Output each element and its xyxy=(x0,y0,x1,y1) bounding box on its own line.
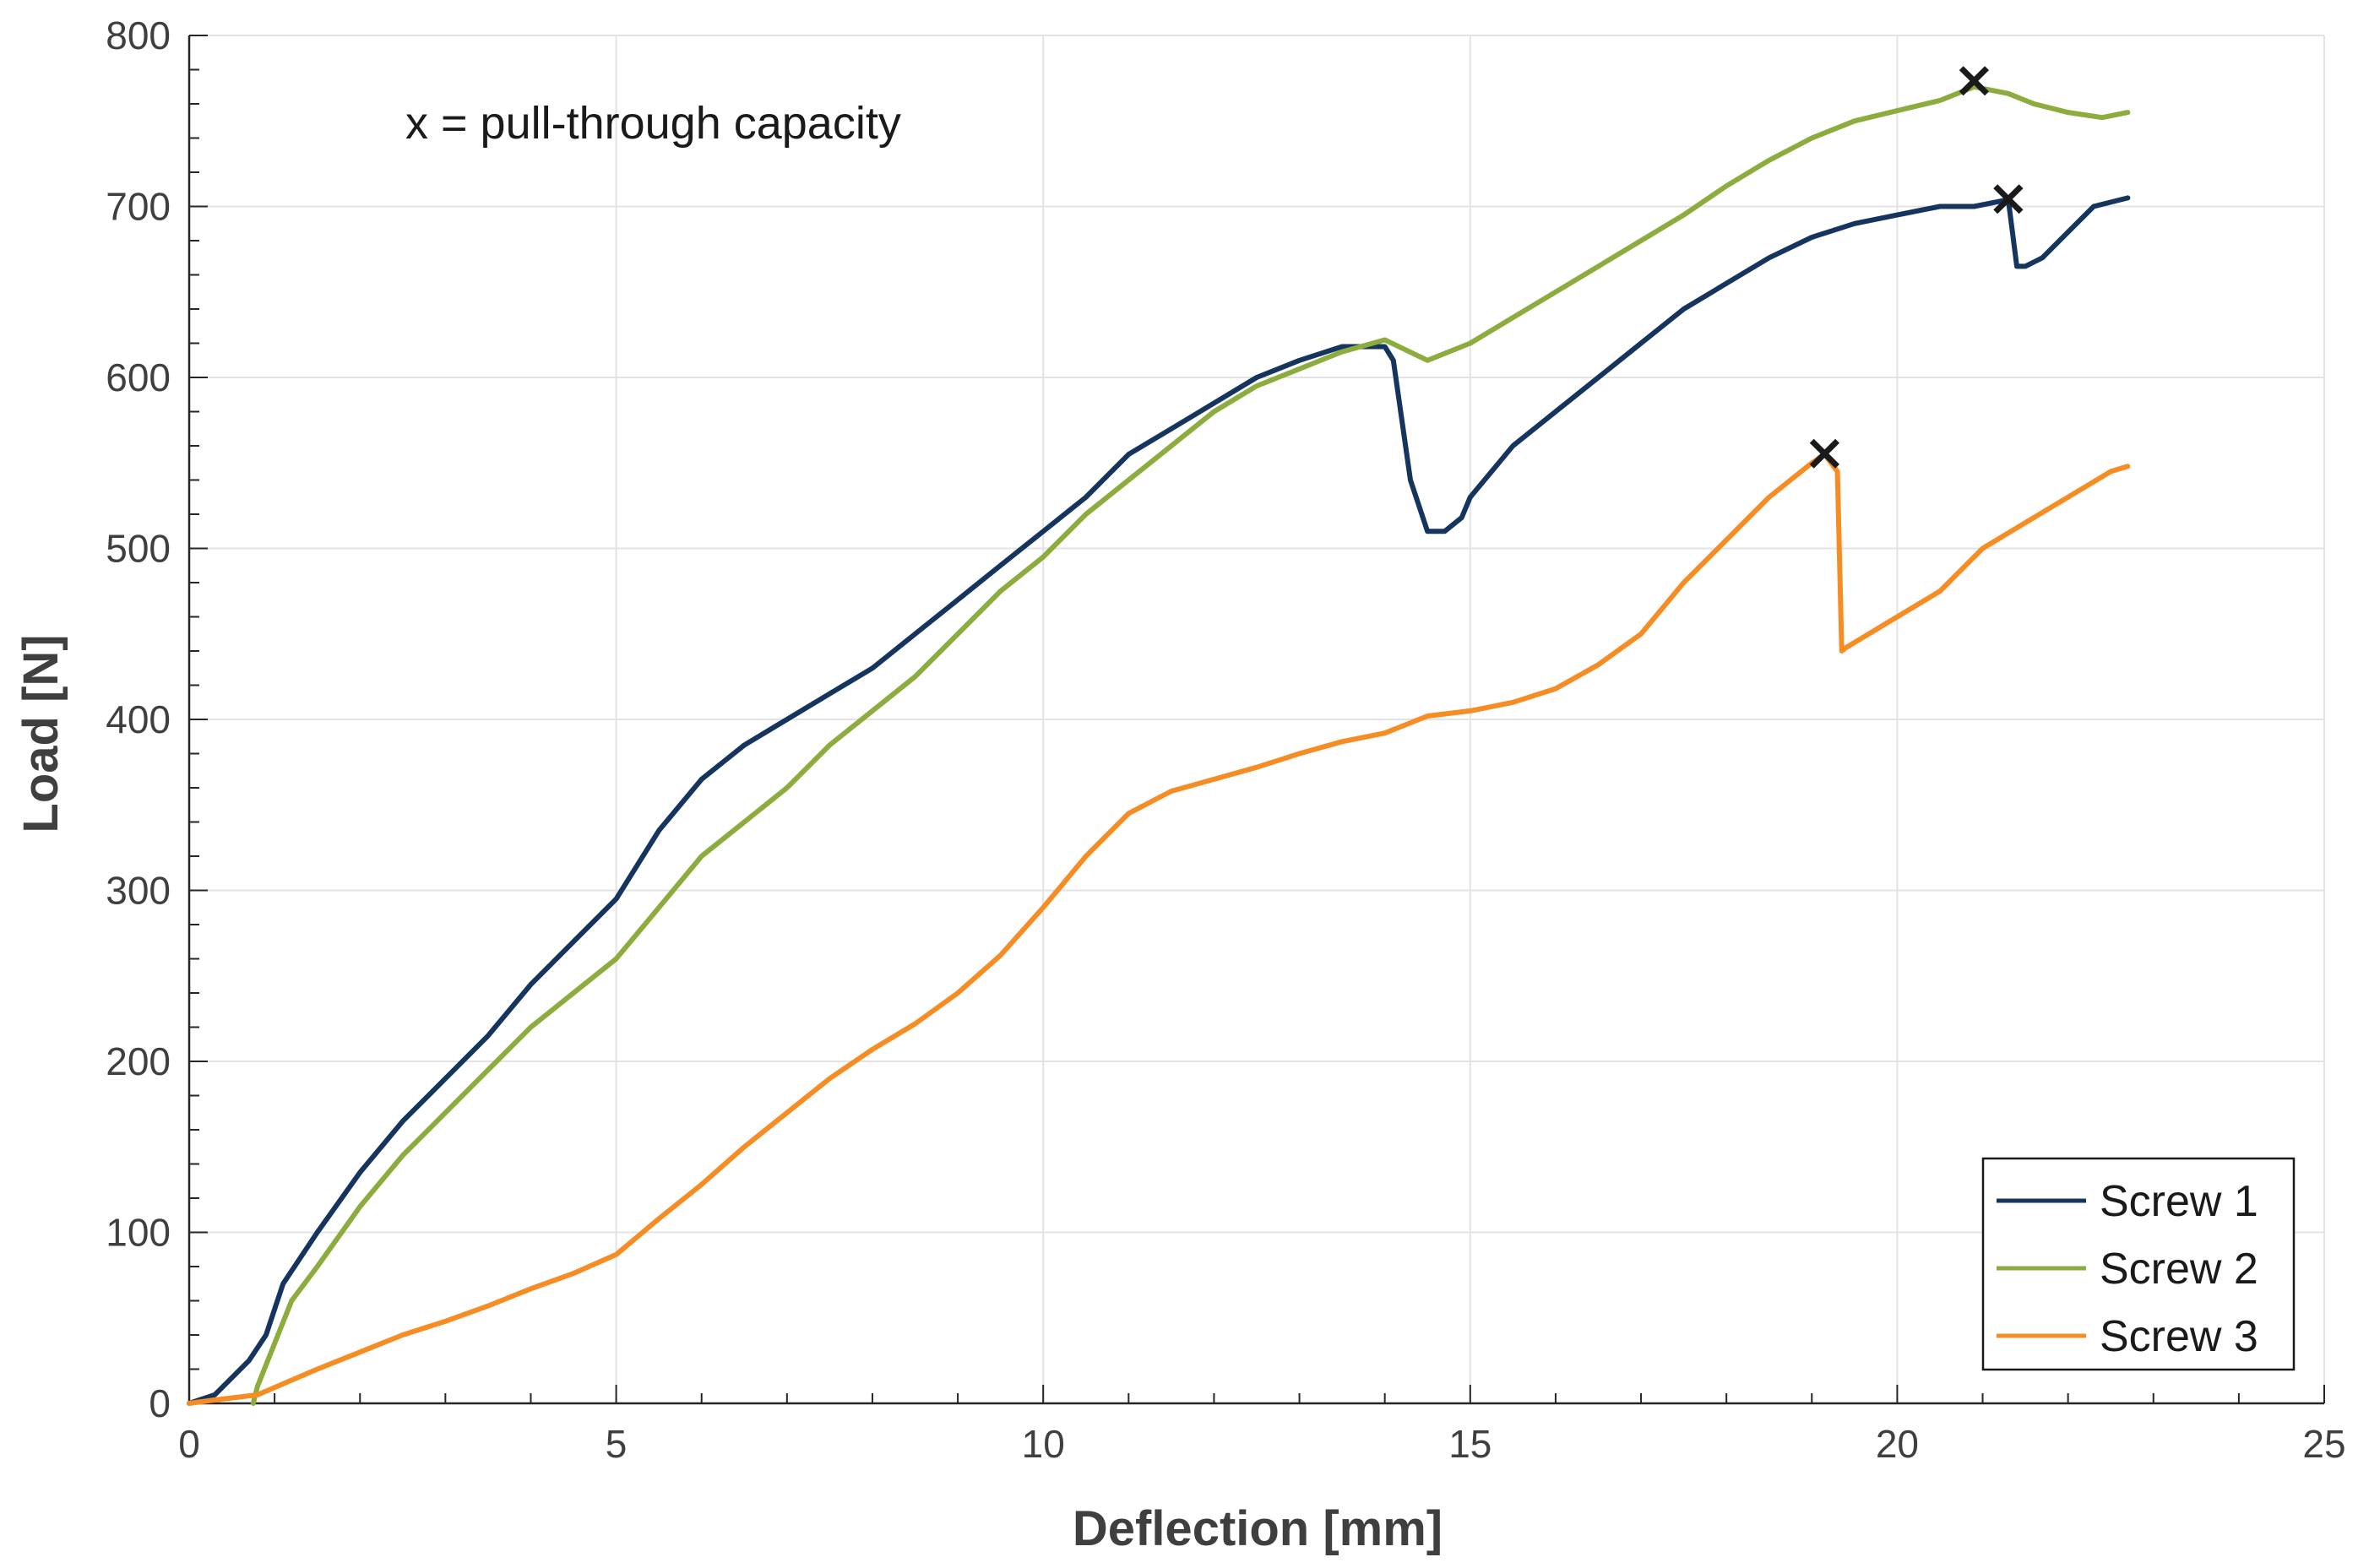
x-tick-label: 5 xyxy=(606,1422,628,1466)
series-line-screw-3 xyxy=(187,452,2131,1406)
y-tick-label: 700 xyxy=(106,185,171,229)
capacity-marker-screw-3: × xyxy=(1803,423,1845,482)
y-tick-label: 300 xyxy=(106,869,171,913)
legend-label-screw-3: Screw 3 xyxy=(2100,1312,2258,1361)
y-tick-label: 100 xyxy=(106,1211,171,1255)
y-tick-label: 500 xyxy=(106,527,171,571)
x-tick-label: 0 xyxy=(178,1422,200,1466)
x-axis-title: Deflection [mm] xyxy=(1073,1501,1443,1556)
y-tick-label: 0 xyxy=(149,1381,171,1425)
series-line-screw-2 xyxy=(250,84,2131,1406)
series-line-screw-1 xyxy=(187,195,2131,1406)
legend-label-screw-1: Screw 1 xyxy=(2100,1177,2258,1226)
x-tick-label: 25 xyxy=(2302,1422,2345,1466)
x-tick-label: 10 xyxy=(1022,1422,1065,1466)
y-tick-label: 200 xyxy=(106,1039,171,1083)
series-group xyxy=(187,84,2131,1406)
x-tick-label: 20 xyxy=(1876,1422,1919,1466)
y-tick-label: 400 xyxy=(106,697,171,741)
capacity-marker-screw-1: × xyxy=(1987,168,2029,227)
capacity-marker-screw-2: × xyxy=(1953,51,1995,110)
y-tick-label: 600 xyxy=(106,355,171,399)
y-tick-label: 800 xyxy=(106,14,171,57)
marker-group: × × × xyxy=(1803,51,2029,482)
annotation-text: x = pull-through capacity xyxy=(405,98,901,149)
legend-label-screw-2: Screw 2 xyxy=(2100,1245,2258,1294)
legend: Screw 1 Screw 2 Screw 3 xyxy=(1981,1157,2296,1371)
x-tick-label: 15 xyxy=(1448,1422,1491,1466)
axes: 0 5 10 15 20 25 0 100 200 300 400 500 600 700 800 xyxy=(106,14,2345,1466)
y-axis-title: Load [N] xyxy=(14,634,68,833)
